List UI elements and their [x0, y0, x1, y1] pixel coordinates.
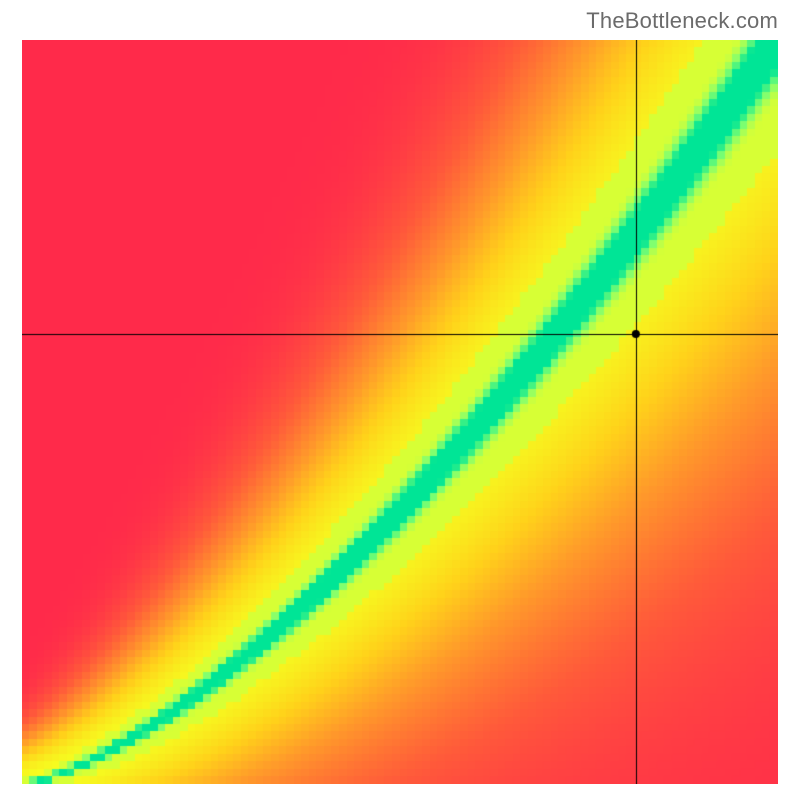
heatmap-plot [22, 40, 778, 784]
heatmap-canvas [22, 40, 778, 784]
watermark-text: TheBottleneck.com [586, 8, 778, 34]
